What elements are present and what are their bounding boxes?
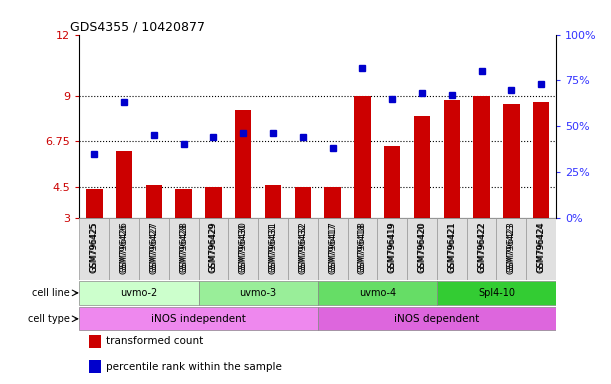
Bar bbox=[79, 218, 109, 280]
Bar bbox=[139, 218, 169, 280]
Bar bbox=[258, 218, 288, 280]
Bar bbox=[288, 218, 318, 280]
Text: GSM796420: GSM796420 bbox=[417, 223, 426, 273]
Bar bbox=[318, 218, 348, 280]
Text: GSM796431: GSM796431 bbox=[269, 223, 277, 273]
Bar bbox=[526, 218, 556, 280]
Bar bbox=[175, 189, 192, 218]
Text: iNOS independent: iNOS independent bbox=[151, 314, 246, 324]
Text: GDS4355 / 10420877: GDS4355 / 10420877 bbox=[70, 20, 205, 33]
Bar bbox=[437, 218, 467, 280]
Bar bbox=[79, 307, 318, 331]
Bar bbox=[407, 218, 437, 280]
Text: transformed count: transformed count bbox=[106, 336, 203, 346]
Text: GSM796430: GSM796430 bbox=[239, 223, 247, 273]
Bar bbox=[199, 218, 229, 280]
Text: GSM796423: GSM796423 bbox=[507, 223, 516, 273]
Text: GSM796423: GSM796423 bbox=[507, 221, 516, 272]
Bar bbox=[474, 96, 490, 218]
Bar bbox=[496, 218, 526, 280]
Text: percentile rank within the sample: percentile rank within the sample bbox=[106, 362, 282, 372]
Bar bbox=[503, 104, 519, 218]
Bar bbox=[116, 151, 133, 218]
Text: GSM796422: GSM796422 bbox=[477, 223, 486, 273]
Text: GSM796428: GSM796428 bbox=[179, 223, 188, 273]
Text: GSM796419: GSM796419 bbox=[388, 221, 397, 271]
Bar bbox=[378, 218, 407, 280]
Bar bbox=[533, 102, 549, 218]
Text: GSM796430: GSM796430 bbox=[239, 221, 247, 272]
Bar bbox=[348, 218, 378, 280]
Bar bbox=[235, 110, 252, 218]
Text: GSM796426: GSM796426 bbox=[120, 221, 128, 272]
Bar bbox=[318, 218, 348, 280]
Bar bbox=[145, 185, 162, 218]
Bar bbox=[437, 218, 467, 280]
Text: iNOS dependent: iNOS dependent bbox=[394, 314, 480, 324]
Text: Spl4-10: Spl4-10 bbox=[478, 288, 515, 298]
Bar bbox=[86, 189, 103, 218]
Text: GSM796421: GSM796421 bbox=[447, 223, 456, 273]
Text: GSM796425: GSM796425 bbox=[90, 223, 99, 273]
Bar bbox=[109, 218, 139, 280]
Bar bbox=[258, 218, 288, 280]
Bar bbox=[348, 218, 378, 280]
Bar bbox=[265, 185, 281, 218]
Text: GSM796421: GSM796421 bbox=[447, 221, 456, 271]
Bar bbox=[467, 218, 496, 280]
Bar bbox=[526, 218, 556, 280]
Text: GSM796427: GSM796427 bbox=[150, 221, 158, 272]
Text: GSM796417: GSM796417 bbox=[328, 223, 337, 273]
Text: GSM796417: GSM796417 bbox=[328, 221, 337, 272]
Text: GSM796429: GSM796429 bbox=[209, 221, 218, 271]
Bar bbox=[414, 116, 430, 218]
Text: GSM796431: GSM796431 bbox=[269, 221, 277, 272]
Text: GSM796425: GSM796425 bbox=[90, 221, 99, 271]
Bar bbox=[109, 218, 139, 280]
Text: GSM796424: GSM796424 bbox=[536, 221, 546, 271]
Text: GSM796418: GSM796418 bbox=[358, 221, 367, 272]
Text: GSM796422: GSM796422 bbox=[477, 221, 486, 271]
Text: GSM796428: GSM796428 bbox=[179, 221, 188, 272]
Bar bbox=[444, 100, 460, 218]
Text: uvmo-2: uvmo-2 bbox=[120, 288, 158, 298]
Text: cell type: cell type bbox=[28, 314, 70, 324]
Bar bbox=[467, 218, 496, 280]
Bar bbox=[169, 218, 199, 280]
Text: GSM796432: GSM796432 bbox=[298, 223, 307, 273]
Text: uvmo-4: uvmo-4 bbox=[359, 288, 396, 298]
Bar bbox=[89, 360, 101, 373]
Text: GSM796420: GSM796420 bbox=[417, 221, 426, 271]
Bar bbox=[229, 218, 258, 280]
Text: GSM796418: GSM796418 bbox=[358, 223, 367, 273]
Text: uvmo-3: uvmo-3 bbox=[240, 288, 277, 298]
Text: GSM796429: GSM796429 bbox=[209, 223, 218, 273]
Bar bbox=[318, 281, 437, 305]
Bar bbox=[205, 187, 222, 218]
Bar bbox=[79, 218, 109, 280]
Text: GSM796427: GSM796427 bbox=[150, 223, 158, 273]
Bar bbox=[318, 307, 556, 331]
Text: cell line: cell line bbox=[32, 288, 70, 298]
Bar bbox=[407, 218, 437, 280]
Text: GSM796419: GSM796419 bbox=[388, 223, 397, 273]
Bar bbox=[139, 218, 169, 280]
Bar bbox=[324, 187, 341, 218]
Bar bbox=[89, 335, 101, 348]
Bar bbox=[384, 147, 400, 218]
Bar bbox=[288, 218, 318, 280]
Text: GSM796424: GSM796424 bbox=[536, 223, 546, 273]
Bar bbox=[199, 218, 229, 280]
Bar bbox=[169, 218, 199, 280]
Bar bbox=[437, 281, 556, 305]
Bar bbox=[378, 218, 407, 280]
Bar bbox=[199, 281, 318, 305]
Bar bbox=[79, 281, 199, 305]
Text: GSM796426: GSM796426 bbox=[120, 223, 128, 273]
Text: GSM796432: GSM796432 bbox=[298, 221, 307, 272]
Bar bbox=[354, 96, 371, 218]
Bar bbox=[295, 187, 311, 218]
Bar bbox=[229, 218, 258, 280]
Bar bbox=[496, 218, 526, 280]
